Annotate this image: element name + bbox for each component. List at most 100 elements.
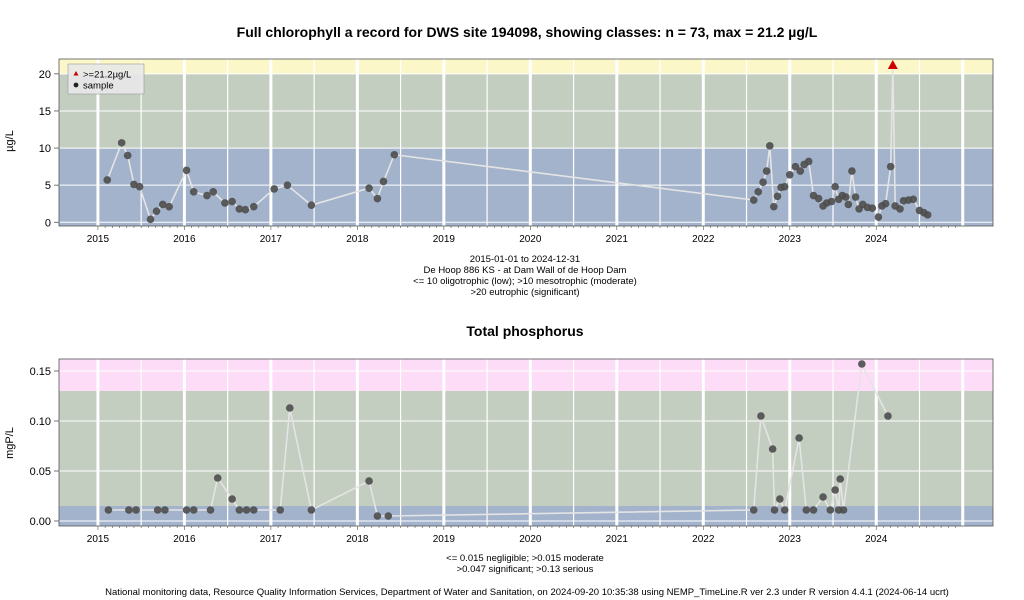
c1-ytick-label-1: 5 — [45, 180, 51, 192]
chart2-plot: 0.00 0.05 0.10 0.15 2015 2016 2017 2018 2019 2020… — [30, 358, 994, 545]
c2-point-1 — [125, 506, 133, 514]
c2-point-22 — [776, 495, 784, 503]
c1-point-48 — [844, 200, 853, 209]
c2-point-33 — [839, 506, 848, 514]
c1-point-40 — [814, 194, 823, 203]
chart1-caption-classes-1: <= 10 oligotrophic (low); >10 mesotrophi… — [413, 276, 637, 287]
c1-ytick-label-4: 20 — [39, 69, 51, 81]
c2-xtick-label-2021: 2021 — [606, 534, 629, 545]
c1-point-54 — [868, 204, 877, 212]
chart1-legend-label-0: >=21.2µg/L — [83, 70, 131, 81]
c1-point-8 — [165, 202, 173, 211]
c1-point-10 — [189, 188, 198, 196]
c2-class-band-2 — [59, 359, 993, 391]
c2-point-4 — [161, 506, 169, 514]
c1-ytick-label-3: 15 — [39, 106, 51, 118]
c1-xtick-label-2022: 2022 — [692, 234, 715, 245]
c1-point-30 — [770, 202, 778, 211]
c1-point-43 — [827, 197, 836, 206]
c1-point-44 — [831, 182, 839, 191]
c2-ytick-label-2: 0.10 — [30, 416, 51, 428]
c2-point-11 — [242, 506, 251, 514]
c2-point-34 — [858, 360, 866, 368]
c1-point-57 — [881, 199, 890, 208]
c1-point-33 — [780, 182, 789, 191]
c2-xtick-label-2022: 2022 — [692, 534, 715, 545]
c2-xtick-label-2018: 2018 — [346, 534, 369, 545]
c1-ytick-label-2: 10 — [39, 143, 51, 155]
c1-xtick-label-2016: 2016 — [173, 234, 196, 245]
c1-point-36 — [796, 167, 805, 175]
c1-point-58 — [886, 162, 895, 171]
c2-point-29 — [826, 506, 835, 514]
c2-point-14 — [285, 404, 294, 412]
c1-xtick-label-2020: 2020 — [519, 234, 542, 245]
c1-xtick-label-2017: 2017 — [260, 234, 283, 245]
c1-xtick-label-2018: 2018 — [346, 234, 369, 245]
c1-point-11 — [203, 191, 211, 200]
c1-point-35 — [791, 162, 800, 171]
c1-point-19 — [283, 181, 292, 189]
c1-point-23 — [379, 177, 388, 186]
c1-point-50 — [851, 193, 860, 201]
chart1-legend-circle-marker — [73, 82, 79, 88]
c1-xtick-label-2023: 2023 — [779, 234, 802, 245]
c1-point-18 — [270, 185, 278, 193]
c2-point-17 — [373, 512, 382, 520]
c1-point-2 — [123, 151, 132, 160]
c2-point-18 — [384, 512, 393, 520]
chart1-caption-range: 2015-01-01 to 2024-12-31 — [470, 254, 580, 265]
c1-point-14 — [228, 197, 236, 206]
c2-point-27 — [809, 506, 818, 514]
c1-point-12 — [209, 188, 218, 196]
c2-xtick-label-2015: 2015 — [87, 534, 110, 545]
c1-point-24 — [390, 150, 399, 159]
c1-point-7 — [158, 200, 167, 209]
c1-point-47 — [842, 193, 850, 201]
c2-xtick-label-2023: 2023 — [779, 534, 802, 545]
c2-point-12 — [249, 506, 258, 514]
c2-xtick-label-2016: 2016 — [173, 534, 196, 545]
c2-ytick-label-3: 0.15 — [30, 366, 51, 378]
c1-point-28 — [762, 167, 771, 175]
c1-point-26 — [754, 188, 763, 196]
c1-xtick-label-2024: 2024 — [865, 234, 888, 245]
c2-point-31 — [836, 475, 845, 483]
c1-point-38 — [804, 157, 813, 166]
c1-point-29 — [766, 142, 774, 150]
c1-point-15 — [235, 205, 244, 213]
c1-point-16 — [241, 205, 250, 214]
chart1-legend-label-1: sample — [83, 81, 114, 92]
c2-xtick-label-2019: 2019 — [433, 534, 456, 545]
c1-point-27 — [759, 178, 767, 187]
c1-ytick-label-0: 0 — [45, 217, 51, 229]
c2-ytick-label-0: 0.00 — [30, 516, 51, 528]
c2-point-26 — [802, 506, 811, 514]
c1-point-55 — [874, 213, 883, 221]
c1-max-point-0 — [887, 59, 898, 69]
c2-point-15 — [307, 506, 316, 514]
c2-point-7 — [206, 506, 215, 514]
c2-point-6 — [189, 506, 198, 514]
c1-point-20 — [307, 201, 316, 210]
c2-point-19 — [749, 506, 758, 514]
chart1-y-axis-label: µg/L — [4, 130, 16, 152]
chart1-caption-site: De Hoop 886 KS - at Dam Wall of de Hoop … — [424, 265, 627, 276]
c1-point-34 — [785, 170, 794, 179]
chart2-title: Total phosphorus — [466, 323, 583, 339]
c1-point-66 — [923, 211, 932, 219]
c1-point-49 — [848, 167, 856, 175]
c2-point-5 — [182, 506, 191, 514]
chart2-caption-classes-2: >0.047 significant; >0.13 serious — [457, 564, 594, 575]
c1-xtick-label-2015: 2015 — [87, 234, 110, 245]
chart2-y-axis-label: mgP/L — [4, 427, 16, 459]
footer-note: National monitoring data, Resource Quali… — [105, 587, 949, 598]
chart1-title: Full chlorophyll a record for DWS site 1… — [237, 24, 818, 40]
c1-point-1 — [117, 139, 126, 147]
c1-point-0 — [103, 176, 112, 184]
chart1-caption-classes-2: >20 eutrophic (significant) — [470, 287, 579, 298]
c1-class-band-0 — [59, 148, 993, 226]
c1-point-4 — [135, 182, 144, 191]
c1-point-17 — [249, 202, 258, 211]
